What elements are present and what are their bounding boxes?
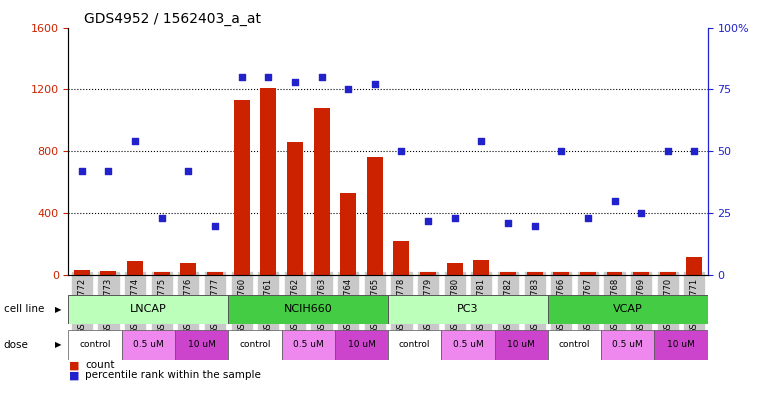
Bar: [207, 272, 223, 275]
Bar: [367, 158, 383, 275]
Text: 10 uM: 10 uM: [188, 340, 215, 349]
Bar: [74, 270, 90, 275]
Point: [262, 74, 274, 80]
Text: control: control: [559, 340, 591, 349]
Text: control: control: [399, 340, 431, 349]
Text: ▶: ▶: [55, 340, 62, 349]
Point: [315, 74, 327, 80]
Point: [102, 168, 114, 174]
Point: [555, 148, 567, 154]
Bar: [473, 260, 489, 275]
Point: [475, 138, 487, 145]
Bar: [228, 295, 388, 324]
Text: LNCAP: LNCAP: [130, 305, 167, 314]
Bar: [68, 295, 228, 324]
Text: percentile rank within the sample: percentile rank within the sample: [85, 370, 261, 380]
Point: [422, 217, 434, 224]
Bar: [527, 272, 543, 275]
Bar: [388, 295, 548, 324]
Point: [182, 168, 194, 174]
Bar: [68, 330, 122, 360]
Bar: [548, 295, 708, 324]
Point: [75, 168, 88, 174]
Text: count: count: [85, 360, 115, 371]
Point: [635, 210, 647, 216]
Text: ▶: ▶: [55, 305, 62, 314]
Text: PC3: PC3: [457, 305, 479, 314]
Point: [368, 81, 380, 88]
Point: [502, 220, 514, 226]
Text: 0.5 uM: 0.5 uM: [293, 340, 323, 349]
Text: 10 uM: 10 uM: [348, 340, 375, 349]
Point: [661, 148, 674, 154]
Bar: [175, 330, 228, 360]
Text: NCIH660: NCIH660: [284, 305, 333, 314]
Text: 0.5 uM: 0.5 uM: [613, 340, 643, 349]
Bar: [500, 272, 516, 275]
Bar: [388, 330, 441, 360]
Point: [155, 215, 167, 221]
Text: ■: ■: [68, 360, 79, 371]
Bar: [420, 272, 436, 275]
Text: 10 uM: 10 uM: [667, 340, 695, 349]
Bar: [633, 272, 649, 275]
Bar: [314, 108, 330, 275]
Bar: [447, 263, 463, 275]
Bar: [287, 142, 303, 275]
Point: [688, 148, 700, 154]
Point: [608, 198, 620, 204]
Bar: [607, 272, 622, 275]
Point: [449, 215, 461, 221]
Text: 0.5 uM: 0.5 uM: [133, 340, 164, 349]
Bar: [228, 330, 282, 360]
Point: [528, 222, 540, 229]
Point: [209, 222, 221, 229]
Point: [129, 138, 142, 145]
Text: 10 uM: 10 uM: [508, 340, 535, 349]
Bar: [580, 272, 596, 275]
Bar: [100, 271, 116, 275]
Bar: [180, 263, 196, 275]
Bar: [154, 272, 170, 275]
Text: control: control: [239, 340, 271, 349]
Point: [236, 74, 248, 80]
Bar: [548, 330, 601, 360]
Point: [396, 148, 408, 154]
Text: control: control: [79, 340, 111, 349]
Text: dose: dose: [4, 340, 29, 350]
Bar: [601, 330, 654, 360]
Text: GDS4952 / 1562403_a_at: GDS4952 / 1562403_a_at: [84, 12, 261, 26]
Bar: [441, 330, 495, 360]
Bar: [686, 257, 702, 275]
Bar: [654, 330, 708, 360]
Point: [289, 79, 301, 85]
Bar: [234, 100, 250, 275]
Bar: [553, 272, 569, 275]
Bar: [260, 88, 276, 275]
Bar: [340, 193, 356, 275]
Bar: [282, 330, 335, 360]
Bar: [127, 261, 143, 275]
Bar: [660, 272, 676, 275]
Text: 0.5 uM: 0.5 uM: [453, 340, 483, 349]
Text: ■: ■: [68, 370, 79, 380]
Text: VCAP: VCAP: [613, 305, 643, 314]
Bar: [335, 330, 388, 360]
Text: cell line: cell line: [4, 305, 44, 314]
Bar: [393, 241, 409, 275]
Point: [342, 86, 354, 92]
Bar: [122, 330, 175, 360]
Point: [581, 215, 594, 221]
Bar: [495, 330, 548, 360]
